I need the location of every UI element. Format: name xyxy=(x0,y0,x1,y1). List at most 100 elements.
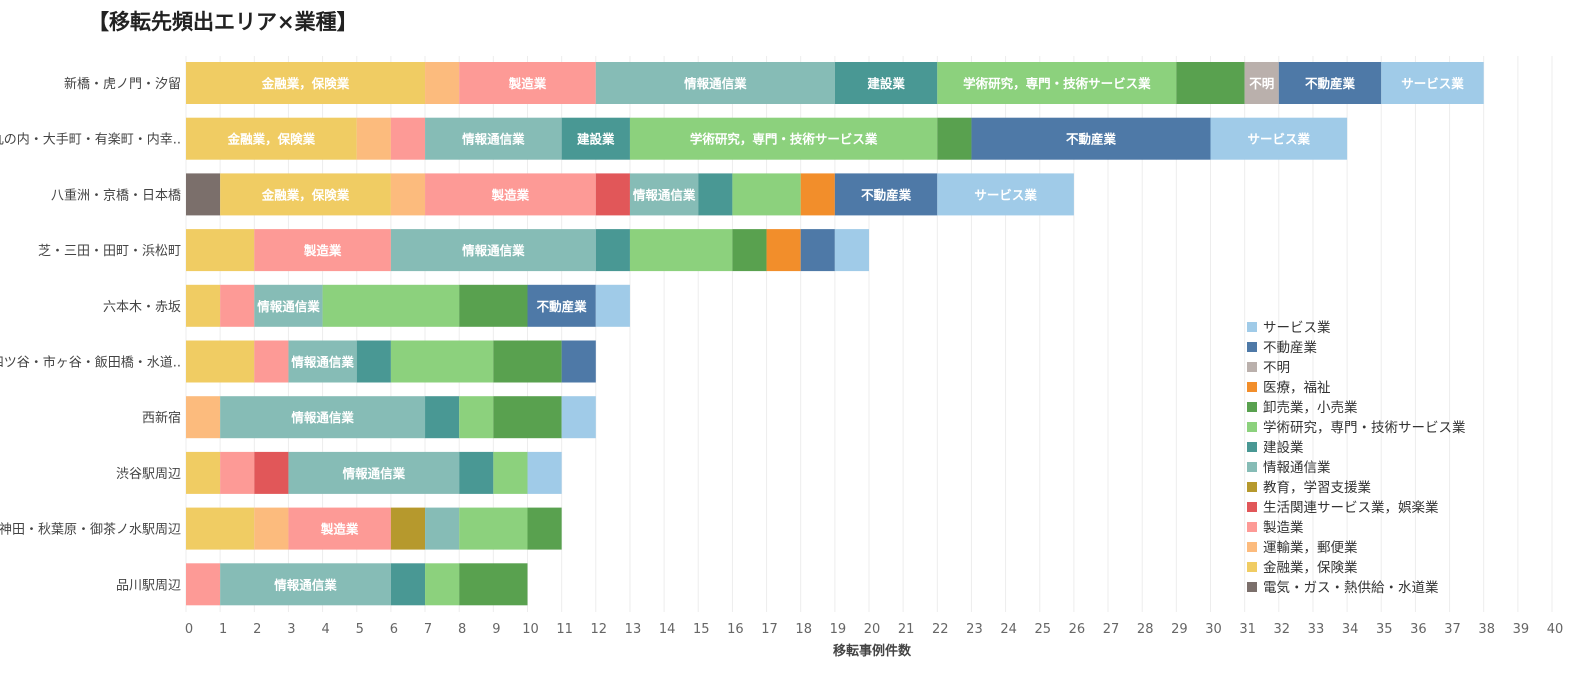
chart-title: 【移転先頻出エリア×業種】 xyxy=(88,10,358,34)
legend-item-label: サービス業 xyxy=(1263,320,1331,336)
bar-segment xyxy=(220,396,426,439)
bar-segment xyxy=(732,229,767,272)
category-label: 品川駅周辺 xyxy=(116,578,181,593)
bar-segment xyxy=(425,117,562,160)
bar-segment-label: 情報通信業 xyxy=(343,466,406,481)
bar-segment-label: サービス業 xyxy=(974,187,1037,202)
x-tick-label: 4 xyxy=(321,622,329,637)
bar-segment xyxy=(595,62,835,104)
bar-segment-label: 不動産業 xyxy=(537,299,588,314)
bar-segment xyxy=(1176,62,1245,104)
bar-segment xyxy=(220,173,391,216)
bar-segment xyxy=(595,229,630,272)
legend-item-label: 不明 xyxy=(1263,360,1290,376)
x-tick-label: 11 xyxy=(556,622,573,637)
bar-segment-label: 情報通信業 xyxy=(257,299,320,314)
legend-swatch xyxy=(1247,382,1257,392)
x-tick-label: 35 xyxy=(1376,622,1393,637)
bar-segment xyxy=(1381,62,1484,104)
x-tick-label: 13 xyxy=(625,622,642,637)
legend-swatch xyxy=(1247,342,1257,352)
category-label: 丸の内・大手町・有楽町・内幸.. xyxy=(0,132,181,148)
x-tick-label: 28 xyxy=(1137,622,1154,637)
bar-segment xyxy=(254,284,323,327)
bar-segment xyxy=(800,173,835,216)
bar-segment xyxy=(527,284,596,327)
legend-item-label: 不動産業 xyxy=(1263,340,1317,356)
bar-segment-label: 製造業 xyxy=(303,243,342,258)
x-tick-label: 26 xyxy=(1069,622,1086,637)
legend-item-label: 情報通信業 xyxy=(1263,460,1331,476)
legend-item-label: 生活関連サービス業，娯楽業 xyxy=(1263,500,1439,516)
bar-segment xyxy=(390,229,596,272)
x-tick-label: 0 xyxy=(185,622,193,637)
x-axis-ticks: 0 1 2 3 4 5 6 7 8 9 10 11 12 13 14 15 16 17 18 19 20 21 22 23 24… xyxy=(185,622,1563,637)
x-tick-label: 40 xyxy=(1547,622,1564,637)
bar-segment xyxy=(186,62,426,104)
legend: サービス業不動産業不明医療，福祉卸売業，小売業学術研究，専門・技術サービス業建設… xyxy=(1247,320,1466,596)
legend-item-label: 学術研究，専門・技術サービス業 xyxy=(1263,420,1466,436)
bar-segment-label: 金融業，保険業 xyxy=(261,76,350,91)
legend-swatch xyxy=(1247,542,1257,552)
bar-segment xyxy=(425,507,460,550)
bar-segment-label: 情報通信業 xyxy=(291,355,354,370)
bar-segment-label: 建設業 xyxy=(867,76,905,91)
bar-segment xyxy=(390,173,426,216)
bar-segment xyxy=(561,396,596,439)
legend-swatch xyxy=(1247,402,1257,412)
x-tick-label: 24 xyxy=(1000,622,1017,637)
legend-item-label: 電気・ガス・熱供給・水道業 xyxy=(1263,580,1439,596)
x-tick-label: 37 xyxy=(1444,622,1461,637)
category-label: 芝・三田・田町・浜松町 xyxy=(38,243,181,259)
bar-segment-label: 不動産業 xyxy=(1305,76,1356,91)
legend-swatch xyxy=(1247,422,1257,432)
bar-segment xyxy=(254,451,289,494)
bar-segment xyxy=(732,173,801,216)
x-tick-label: 12 xyxy=(591,622,608,637)
bar-segment xyxy=(425,173,596,216)
x-tick-label: 7 xyxy=(424,622,432,637)
bar-segment xyxy=(493,340,562,383)
bar-segment-label: 金融業，保険業 xyxy=(261,187,350,202)
bar-segment xyxy=(766,229,801,272)
bar-segment xyxy=(459,507,528,550)
x-tick-label: 5 xyxy=(356,622,364,637)
legend-swatch xyxy=(1247,482,1257,492)
category-label: 四ツ谷・市ヶ谷・飯田橋・水道.. xyxy=(0,355,181,371)
bar-segment xyxy=(220,284,255,327)
bar-segment xyxy=(220,451,255,494)
bar-segment xyxy=(561,340,596,383)
bar-segment xyxy=(425,563,460,606)
bar-segment-label: 金融業，保険業 xyxy=(227,132,316,147)
bar-segment xyxy=(1278,62,1382,104)
bar-segment-label: サービス業 xyxy=(1248,132,1311,147)
bar-segment xyxy=(425,396,460,439)
x-tick-label: 8 xyxy=(458,622,466,637)
bar-segment xyxy=(527,507,562,550)
legend-item-label: 製造業 xyxy=(1263,520,1304,536)
x-tick-label: 34 xyxy=(1342,622,1359,637)
legend-swatch xyxy=(1247,522,1257,532)
bar-segment-label: 学術研究，専門・技術サービス業 xyxy=(690,132,878,147)
category-label: 渋谷駅周辺 xyxy=(116,467,181,482)
legend-swatch xyxy=(1247,582,1257,592)
x-tick-label: 16 xyxy=(727,622,744,637)
x-tick-label: 15 xyxy=(693,622,710,637)
bar-segment xyxy=(937,62,1177,104)
bar-segment xyxy=(254,507,289,550)
bar-segment xyxy=(459,451,494,494)
bar-segment xyxy=(971,117,1211,160)
bar-segment xyxy=(186,396,221,439)
category-label: 新橋・虎ノ門・汐留 xyxy=(64,76,181,92)
x-tick-label: 25 xyxy=(1034,622,1051,637)
legend-item-label: 卸売業，小売業 xyxy=(1263,400,1358,416)
x-tick-label: 23 xyxy=(966,622,983,637)
bar-segment xyxy=(186,563,221,606)
bar-segment xyxy=(459,62,596,104)
legend-swatch xyxy=(1247,362,1257,372)
bar-segment-label: サービス業 xyxy=(1401,76,1464,91)
bar-segment xyxy=(834,229,869,272)
bar-segment xyxy=(186,340,255,383)
bar-segment-label: 情報通信業 xyxy=(274,577,337,592)
